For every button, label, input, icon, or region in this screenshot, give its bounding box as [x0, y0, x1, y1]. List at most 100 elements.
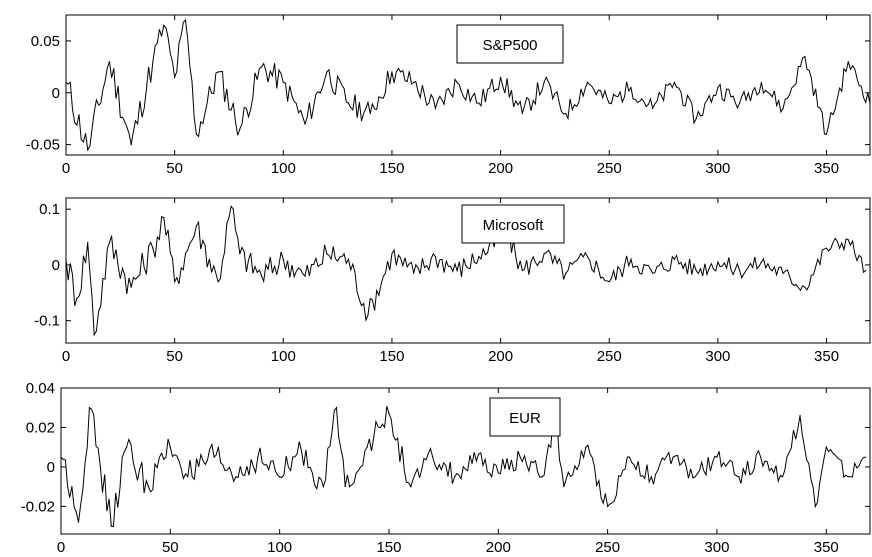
data-point [565, 112, 567, 115]
data-point [147, 486, 150, 488]
data-point [760, 456, 762, 458]
data-point [391, 253, 393, 255]
x-tick-label: 100 [271, 348, 296, 365]
data-point [191, 476, 193, 478]
data-point [260, 66, 263, 68]
data-point [543, 81, 545, 84]
data-point [304, 275, 306, 277]
x-tick-label: 350 [814, 348, 839, 365]
data-point [93, 334, 95, 336]
data-point [652, 272, 654, 274]
data-point [71, 486, 73, 488]
y-tick-label: 0.04 [26, 380, 55, 397]
x-tick-label: 0 [57, 539, 65, 556]
data-point [825, 133, 828, 135]
x-tick-label: 300 [705, 160, 730, 177]
data-point [782, 272, 784, 274]
subplot-3: 0 50 100 150 200 250 300 350 -0.02 0 0.02 0.04 EUR [21, 380, 871, 556]
data-point [804, 55, 806, 58]
x-tick-label: 0 [62, 160, 70, 177]
data-point [456, 81, 458, 84]
data-point [519, 456, 521, 458]
data-point [152, 61, 154, 63]
data-point [738, 476, 740, 478]
data-point [607, 505, 609, 507]
data-point [174, 281, 176, 283]
axes-box [60, 387, 871, 535]
data-point [673, 81, 676, 84]
legend-box [456, 24, 564, 64]
data-point [565, 272, 567, 274]
y-tick-label: 0 [52, 85, 60, 102]
data-point [347, 258, 350, 260]
data-point [586, 255, 589, 258]
data-point [108, 242, 111, 244]
data-point [282, 81, 284, 84]
data-point [497, 472, 499, 474]
x-tick-label: 200 [488, 160, 513, 177]
data-point [672, 456, 674, 458]
data-point [239, 253, 241, 255]
data-point [432, 456, 434, 458]
x-tick-label: 50 [166, 348, 183, 365]
data-point [169, 446, 171, 448]
data-point [650, 476, 652, 478]
data-point [434, 107, 437, 109]
data-point [586, 81, 589, 84]
y-tick-label: -0.1 [34, 313, 60, 330]
data-point [739, 102, 741, 104]
data-point [163, 216, 165, 219]
legend-box [461, 204, 565, 244]
data-point [541, 476, 543, 478]
x-tick-label: 250 [595, 539, 620, 556]
y-tick-label: 0.02 [26, 419, 55, 436]
data-point [230, 205, 232, 207]
data-point [760, 261, 762, 263]
x-tick-label: 0 [62, 348, 70, 365]
data-point [847, 239, 849, 241]
data-point [782, 107, 784, 109]
x-tick-label: 50 [162, 539, 179, 556]
data-point [76, 297, 78, 299]
data-point [608, 102, 610, 104]
data-point [413, 81, 415, 84]
data-point [869, 102, 871, 104]
data-point [88, 407, 91, 409]
data-point [475, 460, 478, 462]
series-line [65, 205, 867, 337]
data-point [410, 486, 412, 488]
data-point [152, 247, 154, 249]
data-point [99, 466, 101, 468]
data-point [563, 486, 565, 488]
data-point [300, 450, 303, 452]
x-tick-label: 150 [379, 348, 404, 365]
data-point [695, 269, 697, 272]
y-tick-label: 0.1 [39, 201, 60, 218]
data-point [217, 281, 219, 283]
data-point [825, 247, 828, 249]
x-tick-label: 100 [271, 160, 296, 177]
legend-label: EUR [509, 410, 541, 427]
data-point [781, 476, 784, 478]
series-line [65, 19, 871, 152]
x-tick-label: 150 [379, 160, 404, 177]
data-point [478, 255, 480, 258]
legend-label: Microsoft [483, 217, 545, 234]
data-point [695, 118, 697, 120]
data-point [799, 415, 801, 417]
y-tick-label: 0 [47, 459, 55, 476]
data-point [65, 258, 67, 260]
data-point [865, 269, 867, 272]
data-point [847, 476, 849, 478]
data-point [739, 269, 741, 272]
data-point [304, 123, 306, 125]
data-point [760, 81, 762, 84]
x-tick-label: 350 [814, 160, 839, 177]
data-point [125, 446, 128, 448]
data-point [630, 86, 632, 89]
data-point [716, 456, 718, 458]
data-point [434, 255, 437, 258]
data-point [108, 61, 111, 63]
data-point [257, 456, 259, 458]
